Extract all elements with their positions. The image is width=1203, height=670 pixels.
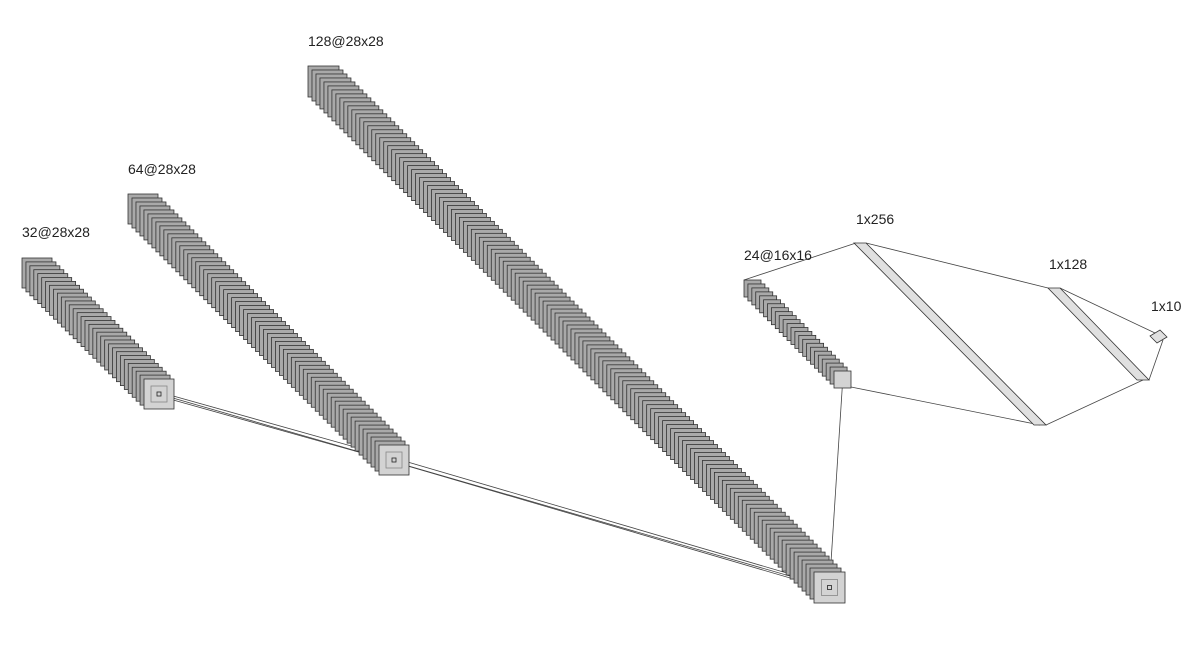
layer-label-fc1: 1x256 <box>856 211 894 227</box>
connection-conv1-conv3 <box>158 393 830 588</box>
dense-layer-fc1 <box>853 242 1047 426</box>
layer-label-fc2: 1x128 <box>1049 256 1087 272</box>
connection-fc2-fc3-bottom <box>1148 339 1164 381</box>
front-feature-map-conv4 <box>833 370 852 389</box>
kernel-conv2 <box>391 457 397 463</box>
front-feature-map-conv1 <box>143 378 175 410</box>
receptive-field-conv2 <box>385 451 403 469</box>
front-feature-map-conv3 <box>813 571 846 604</box>
connection-fc2-fc3-top <box>1059 287 1156 334</box>
layer-label-fc3: 1x10 <box>1151 298 1182 314</box>
connection-conv2-conv3-bottom <box>393 461 830 590</box>
receptive-field-conv1 <box>150 385 168 403</box>
dense-layers <box>853 242 1168 426</box>
feature-map-stack-conv2 <box>127 193 410 476</box>
receptive-field-conv3 <box>821 579 838 596</box>
kernel-conv1 <box>156 391 162 397</box>
connection-conv2-conv3-top <box>393 457 830 586</box>
layer-label-conv4: 24@16x16 <box>744 247 812 263</box>
connections <box>158 242 1164 590</box>
dense-layer-fc2 <box>1047 287 1150 381</box>
connection-fc1-fc2-top <box>865 242 1049 289</box>
feature-map-stacks <box>21 65 852 604</box>
kernel-conv3 <box>827 585 832 590</box>
layer-label-conv1: 32@28x28 <box>22 224 90 240</box>
connection-conv4-fc1-bottom <box>850 386 1041 426</box>
dense-layer-fc3 <box>1149 329 1168 344</box>
layer-label-conv2: 64@28x28 <box>128 161 196 177</box>
feature-map-stack-conv4 <box>743 279 852 389</box>
feature-map-stack-conv1 <box>21 257 175 410</box>
connection-conv3-conv4 <box>829 383 843 586</box>
layer-label-conv3: 128@28x28 <box>308 33 384 49</box>
feature-map-stack-conv3 <box>307 65 846 604</box>
connection-fc1-fc2-bottom <box>1045 379 1144 426</box>
connection-conv4-fc1-top <box>743 242 857 281</box>
front-feature-map-conv2 <box>378 444 410 476</box>
